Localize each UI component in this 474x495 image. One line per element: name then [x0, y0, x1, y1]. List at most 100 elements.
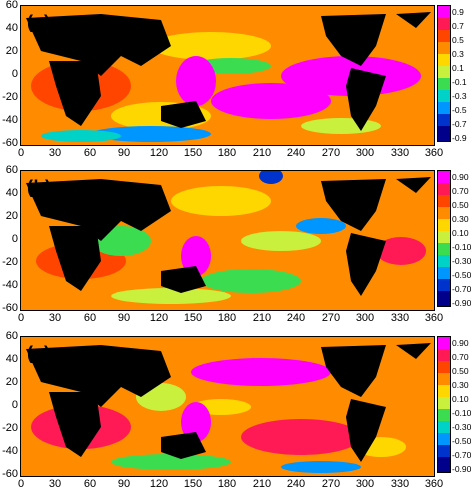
field-b	[21, 171, 434, 310]
ytick: 40	[5, 187, 18, 199]
ytick: 0	[11, 399, 18, 411]
xtick: 0	[17, 147, 25, 159]
colorbar-label: -0.10	[452, 242, 472, 252]
colorbar-label: -0.9	[452, 133, 467, 143]
colorbar-b	[437, 170, 451, 307]
ytick: -40	[2, 279, 18, 291]
colorbar-label: -0.70	[452, 450, 472, 460]
colorbar-label: 0.9	[452, 7, 464, 17]
ytick: 20	[5, 376, 18, 388]
xtick: 30	[48, 478, 62, 490]
xtick: 210	[252, 147, 272, 159]
ytick: -60	[2, 468, 18, 480]
panel-b: (b) 60 40 20 0 -20 -40 -60 0.90 0.70 0.5…	[0, 165, 474, 324]
colorbar-c	[437, 336, 451, 473]
colorbar-label: 0.70	[452, 186, 469, 196]
xtick: 240	[286, 478, 306, 490]
ytick: 20	[5, 210, 18, 222]
ytick: 60	[5, 0, 18, 11]
colorbar-label: -0.50	[452, 436, 472, 446]
colorbar-label: 0.10	[452, 394, 469, 404]
colorbar-label: -0.30	[452, 256, 472, 266]
xtick: 360	[424, 147, 444, 159]
ytick: 20	[5, 45, 18, 57]
colorbar-label: 0.1	[452, 63, 464, 73]
xtick: 210	[252, 478, 272, 490]
ytick: -20	[2, 422, 18, 434]
xtick: 180	[217, 312, 237, 324]
xtick: 240	[286, 147, 306, 159]
xtick: 120	[149, 147, 169, 159]
panel-a: (a) 60 40 20 0 -20 -40 -60 0.9 0.7 0.5 0…	[0, 0, 474, 159]
xtick: 90	[117, 312, 131, 324]
ytick: 0	[11, 68, 18, 80]
xtick: 120	[149, 478, 169, 490]
xtick: 90	[117, 478, 131, 490]
panel-label-c: (c)	[27, 343, 51, 363]
xtick: 360	[424, 478, 444, 490]
colorbar-label: 0.90	[452, 172, 469, 182]
xtick: 30	[48, 147, 62, 159]
xtick: 300	[355, 147, 375, 159]
xtick: 270	[321, 478, 341, 490]
colorbar-label: -0.7	[452, 119, 467, 129]
colorbar-label: -0.10	[452, 408, 472, 418]
xtick: 270	[321, 147, 341, 159]
xtick: 180	[217, 478, 237, 490]
ytick: -60	[2, 302, 18, 314]
xtick: 330	[390, 147, 410, 159]
map-c: (c)	[20, 336, 435, 477]
colorbar-label: -0.30	[452, 422, 472, 432]
colorbar-label: 0.50	[452, 200, 469, 210]
colorbar-label: -0.90	[452, 464, 472, 474]
xtick: 0	[17, 312, 25, 324]
xtick: 150	[183, 147, 203, 159]
ytick: 0	[11, 233, 18, 245]
ytick: -20	[2, 256, 18, 268]
colorbar-label: 0.30	[452, 380, 469, 390]
xtick: 90	[117, 147, 131, 159]
ytick: -40	[2, 445, 18, 457]
xtick: 150	[183, 312, 203, 324]
xtick: 360	[424, 312, 444, 324]
xtick: 270	[321, 312, 341, 324]
colorbar-label: 0.50	[452, 366, 469, 376]
ytick: 40	[5, 22, 18, 34]
colorbar-label: 0.30	[452, 214, 469, 224]
xtick: 60	[83, 478, 97, 490]
xtick: 0	[17, 478, 25, 490]
xtick: 60	[83, 147, 97, 159]
xtick: 30	[48, 312, 62, 324]
xtick: 60	[83, 312, 97, 324]
ytick: 60	[5, 330, 18, 342]
ytick: -40	[2, 114, 18, 126]
xtick: 300	[355, 478, 375, 490]
colorbar-label: -0.5	[452, 105, 467, 115]
xtick: 330	[390, 312, 410, 324]
xtick: 120	[149, 312, 169, 324]
ytick: -20	[2, 91, 18, 103]
xtick: 330	[390, 478, 410, 490]
colorbar-label: -0.90	[452, 298, 472, 308]
colorbar-label: 0.90	[452, 338, 469, 348]
field-a	[21, 6, 434, 145]
field-c	[21, 337, 434, 476]
colorbar-label: 0.3	[452, 49, 464, 59]
map-a: (a)	[20, 5, 435, 146]
xtick: 240	[286, 312, 306, 324]
panel-c: (c) 60 40 20 0 -20 -40 -60 0.90 0.70 0.5…	[0, 331, 474, 490]
ytick: -60	[2, 137, 18, 149]
ytick: 40	[5, 353, 18, 365]
xtick: 210	[252, 312, 272, 324]
colorbar-a	[437, 5, 451, 142]
xtick: 180	[217, 147, 237, 159]
colorbar-label: -0.50	[452, 270, 472, 280]
colorbar-label: -0.1	[452, 77, 467, 87]
ytick: 60	[5, 164, 18, 176]
xtick: 300	[355, 312, 375, 324]
xtick: 150	[183, 478, 203, 490]
colorbar-label: 0.70	[452, 352, 469, 362]
colorbar-label: 0.7	[452, 21, 464, 31]
colorbar-label: 0.5	[452, 35, 464, 45]
colorbar-label: -0.70	[452, 284, 472, 294]
